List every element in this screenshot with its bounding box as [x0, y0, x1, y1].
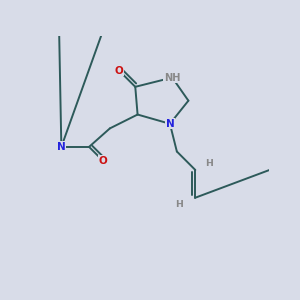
Text: NH: NH [164, 73, 181, 82]
Text: H: H [205, 158, 213, 167]
Text: O: O [99, 156, 107, 166]
Text: O: O [115, 66, 124, 76]
Text: N: N [57, 142, 66, 152]
Text: H: H [175, 200, 183, 209]
Text: N: N [166, 119, 174, 129]
